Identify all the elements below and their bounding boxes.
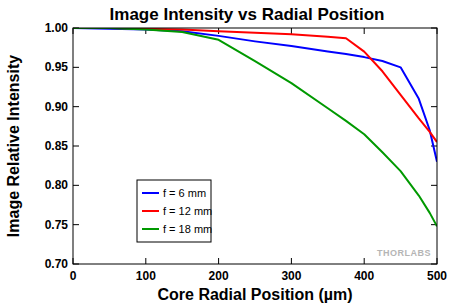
x-tick-label: 300	[281, 269, 301, 283]
y-tick-label: 0.70	[45, 257, 69, 271]
y-tick-right	[431, 106, 437, 107]
legend: f = 6 mm f = 12 mm f = 18 mm	[137, 180, 212, 242]
y-tick-label: 1.00	[45, 21, 69, 35]
x-tick-top	[364, 28, 365, 34]
y-tick	[73, 224, 79, 225]
x-tick-label: 400	[354, 269, 374, 283]
watermark: THORLABS	[377, 248, 431, 258]
y-axis-label: Image Relative Intensity	[5, 55, 22, 237]
y-tick	[73, 67, 79, 68]
series-line	[73, 28, 437, 142]
legend-label: f = 6 mm	[163, 187, 206, 199]
y-tick-label: 0.85	[45, 139, 69, 153]
legend-label: f = 12 mm	[163, 205, 212, 217]
x-tick-top	[291, 28, 292, 34]
plot-lines	[73, 28, 437, 226]
series-line	[73, 28, 437, 226]
y-tick-right	[431, 185, 437, 186]
chart-svg: Image Intensity vs Radial Position THORLA…	[0, 0, 450, 304]
title: Image Intensity vs Radial Position	[110, 5, 385, 24]
x-tick-label: 200	[209, 269, 229, 283]
legend-label: f = 18 mm	[163, 223, 212, 235]
x-axis-label: Core Radial Position (µm)	[157, 286, 352, 303]
x-tick-label: 0	[70, 269, 77, 283]
y-tick-label: 0.80	[45, 178, 69, 192]
chart-container: Image Intensity vs Radial Position THORLA…	[0, 0, 450, 304]
plot-frame	[73, 28, 437, 264]
x-tick	[291, 258, 292, 264]
x-tick	[364, 258, 365, 264]
series-line	[73, 28, 437, 162]
x-tick	[145, 258, 146, 264]
legend-swatch	[142, 192, 159, 194]
y-tick-label: 0.95	[45, 60, 69, 74]
y-tick-label: 0.90	[45, 100, 69, 114]
y-tick-right	[431, 67, 437, 68]
legend-swatch	[142, 228, 159, 230]
y-tick	[73, 106, 79, 107]
x-tick-label: 500	[427, 269, 447, 283]
y-tick	[73, 185, 79, 186]
x-tick	[218, 258, 219, 264]
y-tick	[73, 146, 79, 147]
y-tick-label: 0.75	[45, 218, 69, 232]
background	[0, 0, 450, 304]
legend-swatch	[142, 210, 159, 212]
x-tick-label: 100	[136, 269, 156, 283]
